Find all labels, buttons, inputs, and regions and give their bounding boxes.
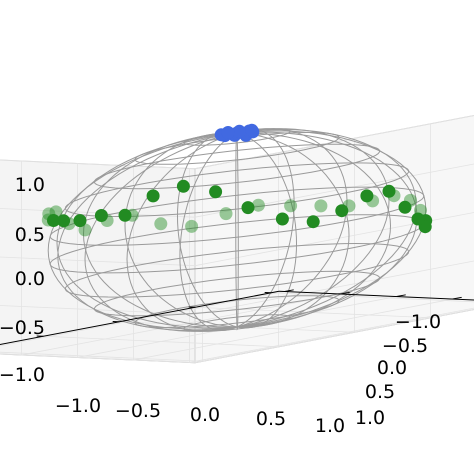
green-point	[118, 208, 132, 222]
green-point	[209, 185, 223, 199]
green-point	[306, 215, 320, 229]
y-tick-label: −1.0	[395, 311, 441, 333]
sphere-longitude-line	[236, 132, 239, 331]
green-point	[360, 189, 374, 203]
z-tick-label: −1.0	[0, 364, 45, 386]
x-tick-mark	[340, 291, 350, 295]
sphere-longitude-line	[236, 132, 298, 329]
green-point	[154, 217, 168, 231]
sphere-longitude-line	[236, 129, 417, 328]
wall-grid-line	[0, 256, 196, 267]
green-point	[185, 219, 199, 233]
green-point	[219, 207, 233, 221]
sphere-longitude-line	[236, 132, 392, 328]
axes-lines	[0, 289, 474, 346]
y-tick-label: 0.5	[365, 381, 395, 403]
green-point	[146, 189, 160, 203]
green-point	[275, 212, 289, 226]
green-point	[284, 199, 298, 213]
x-tick-label: 0.0	[190, 404, 220, 426]
wall-grid-line	[0, 159, 196, 170]
green-point	[251, 198, 265, 212]
z-tick-label: 0.5	[15, 224, 45, 246]
x-tick-label: −1.0	[55, 395, 101, 417]
green-point	[47, 214, 60, 227]
green-point	[314, 199, 328, 213]
sphere-longitude-line	[57, 132, 238, 331]
tick-labels: −1.0 −0.5 0.0 0.5 1.0−1.0−0.50.00.51.01.00.5…	[0, 174, 441, 437]
green-point	[73, 214, 87, 228]
sphere-longitude-line	[179, 132, 238, 332]
x-tick-mark	[452, 296, 462, 300]
floor-grid-line	[271, 292, 474, 303]
blue-point	[232, 124, 246, 138]
wall-grid-line	[194, 212, 474, 267]
green-point	[241, 201, 255, 215]
z-tick-label: −0.5	[0, 317, 45, 339]
sphere-longitude-line	[236, 132, 350, 328]
x-tick-label: 1.0	[315, 415, 345, 437]
z-tick-label: 1.0	[15, 174, 45, 196]
green-point	[335, 204, 349, 218]
scatter-points	[41, 123, 433, 237]
sphere-wireframe	[47, 128, 427, 332]
sphere-longitude-line	[56, 132, 238, 329]
floor-grid-line	[21, 293, 341, 356]
x-tick-mark	[396, 294, 406, 298]
z-tick-label: 0.0	[15, 268, 45, 290]
y-tick-label: −0.5	[382, 335, 428, 357]
x-tick-mark	[284, 289, 294, 293]
sphere-longitude-line	[236, 128, 295, 328]
x-tick-label: −0.5	[115, 400, 161, 422]
green-point	[94, 209, 108, 222]
x-tick-label: 0.5	[256, 408, 286, 430]
sphere-longitude-line	[82, 132, 238, 328]
green-point	[411, 212, 425, 226]
green-point	[398, 200, 412, 214]
blue-point	[221, 126, 235, 139]
green-point	[176, 179, 190, 193]
green-point	[382, 184, 396, 198]
y-tick-label: 1.0	[355, 407, 385, 429]
blue-point	[245, 123, 259, 137]
green-point	[57, 214, 71, 228]
y-tick-label: 0.0	[377, 357, 407, 379]
